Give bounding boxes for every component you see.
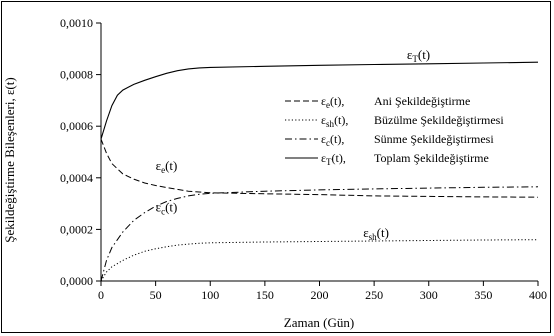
x-tick-label: 50	[150, 288, 162, 302]
x-tick-label: 200	[311, 288, 329, 302]
x-tick-label: 250	[365, 288, 383, 302]
y-tick-label: 0,0000	[60, 274, 93, 288]
series-annotations: εT(t) εe(t) εc(t) εsh(t)	[156, 47, 431, 242]
y-tick-label: 0,0002	[60, 222, 93, 236]
series-line-solid	[100, 61, 539, 140]
x-tick-label: 300	[420, 288, 438, 302]
ticks: 0 50 100 150 200 250 300 350 400 0,0000 0,0002 0,00…	[60, 16, 547, 302]
series-line-dashed	[100, 138, 539, 198]
y-tick-label: 0,0008	[60, 68, 93, 82]
y-tick-label: 0,0006	[60, 119, 93, 133]
legend-symbol: εe(t),	[321, 94, 344, 110]
series-lines	[100, 61, 539, 282]
series-line-dashdot	[100, 186, 539, 282]
series-line-dotted	[100, 239, 539, 282]
series-annotation: εT(t)	[407, 47, 430, 64]
legend-label: Büzülme Şekildeğiştirmesi	[374, 113, 504, 127]
legend-symbol: εsh(t),	[321, 113, 348, 129]
y-tick-label: 0,0010	[60, 16, 93, 30]
x-tick-label: 350	[474, 288, 492, 302]
legend-symbol: εT(t),	[321, 151, 346, 167]
x-tick-label: 100	[201, 288, 219, 302]
x-tick-label: 150	[256, 288, 274, 302]
x-axis-title: Zaman (Gün)	[284, 315, 354, 330]
y-axis-title: Şekildeğiştirme Bileşenleri, ε(t)	[2, 77, 17, 242]
legend-label: Toplam Şekildeğiştirme	[374, 151, 489, 165]
series-annotation: εsh(t)	[363, 225, 389, 242]
legend: εe(t), Ani Şekildeğiştirme εsh(t), Büzülme …	[285, 94, 504, 167]
y-tick-label: 0,0004	[60, 171, 93, 185]
x-tick-label: 400	[529, 288, 547, 302]
legend-symbol: εc(t),	[321, 132, 344, 148]
series-annotation: εc(t)	[156, 199, 178, 216]
x-tick-label: 0	[98, 288, 104, 302]
series-annotation: εe(t)	[156, 158, 178, 175]
legend-label: Sünme Şekildeğiştirmesi	[374, 132, 494, 146]
legend-label: Ani Şekildeğiştirme	[374, 94, 470, 108]
